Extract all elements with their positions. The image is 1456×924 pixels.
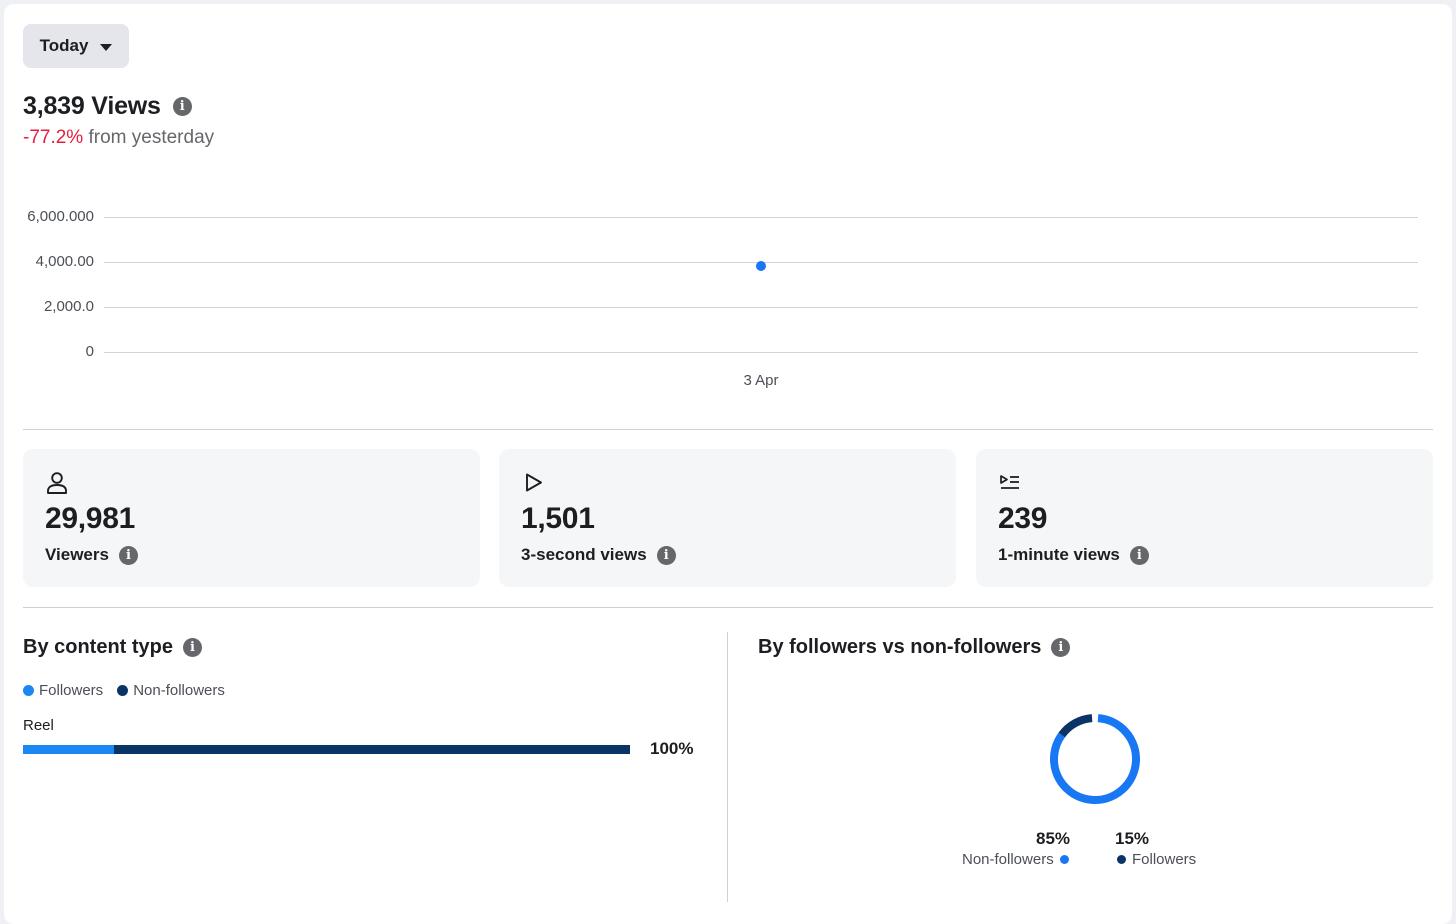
- segment-label: Non-followers: [962, 851, 1054, 868]
- play-list-icon: [1000, 475, 1019, 489]
- legend-dot: [117, 685, 129, 696]
- metric-card-1m-views: 239 1-minute views i: [976, 449, 1433, 587]
- donut-segment-followers: [1050, 714, 1140, 804]
- segment-label: Followers: [1132, 851, 1197, 868]
- info-icon[interactable]: i: [656, 545, 676, 565]
- views-change: -77.2% from yesterday: [23, 127, 214, 149]
- bar-total-percent: 100%: [650, 739, 694, 758]
- y-tick-label: 2,000.0: [43, 298, 94, 315]
- followers-split-title: By followers vs non-followers i: [758, 636, 1071, 659]
- metric-label: 3-second views: [521, 545, 647, 564]
- person-icon: [47, 472, 67, 494]
- vertical-divider: [727, 632, 728, 902]
- row-label-reel: Reel: [23, 717, 54, 734]
- metric-value: 1,501: [521, 502, 595, 535]
- bar-segment-followers: [23, 745, 115, 754]
- label-followers: Followers: [1117, 851, 1196, 868]
- metric-card-viewers: 29,981 Viewers i: [23, 449, 480, 587]
- y-tick-label: 4,000.00: [35, 253, 94, 270]
- section-title-text: By followers vs non-followers: [758, 636, 1042, 658]
- gridline: [104, 307, 1418, 308]
- stacked-bar-reel[interactable]: [23, 745, 630, 754]
- change-percent: -77.2%: [23, 127, 84, 148]
- legend-item-non-followers[interactable]: Non-followers: [117, 682, 225, 699]
- legend-dot: [1117, 855, 1126, 864]
- info-icon[interactable]: i: [1129, 545, 1149, 565]
- section-title-text: By content type: [23, 636, 174, 658]
- y-tick-label: 6,000.000: [27, 208, 94, 225]
- gridline: [104, 217, 1418, 218]
- info-icon[interactable]: i: [183, 638, 203, 657]
- x-axis-line: [104, 352, 1418, 353]
- metric-value: 29,981: [45, 502, 135, 535]
- views-total: 3,839 Views: [23, 92, 161, 120]
- change-suffix: from yesterday: [88, 127, 215, 148]
- data-point[interactable]: [756, 260, 766, 271]
- legend-label: Followers: [39, 682, 104, 699]
- info-icon[interactable]: i: [1051, 638, 1071, 657]
- caret-down-icon: [100, 43, 113, 51]
- legend-dot: [1059, 855, 1069, 864]
- metric-label: 1-minute views: [998, 545, 1120, 564]
- info-icon[interactable]: i: [118, 545, 138, 565]
- date-range-dropdown[interactable]: Today: [23, 24, 129, 68]
- label-non-followers: Non-followers: [962, 851, 1069, 868]
- legend-label: Non-followers: [133, 682, 225, 699]
- pct-followers: 15%: [1115, 829, 1150, 848]
- section-divider: [23, 607, 1433, 608]
- date-range-label: Today: [39, 36, 89, 55]
- section-divider: [23, 429, 1433, 430]
- content-type-legend: Followers Non-followers: [23, 682, 225, 699]
- play-icon: [526, 473, 542, 492]
- bar-segment-non-followers: [114, 745, 630, 754]
- metric-value: 239: [998, 502, 1048, 535]
- y-tick-label: 0: [85, 343, 94, 360]
- donut-chart[interactable]: [1045, 709, 1145, 809]
- content-type-title: By content type i: [23, 636, 203, 659]
- x-tick-label: 3 Apr: [743, 372, 779, 389]
- metric-card-3s-views: 1,501 3-second views i: [499, 449, 956, 587]
- views-header: 3,839 Views i: [23, 92, 192, 121]
- info-icon[interactable]: i: [172, 97, 192, 116]
- pct-non-followers: 85%: [1036, 829, 1071, 848]
- metric-label: Viewers: [45, 545, 109, 564]
- legend-dot: [23, 685, 34, 696]
- legend-item-followers[interactable]: Followers: [23, 682, 103, 699]
